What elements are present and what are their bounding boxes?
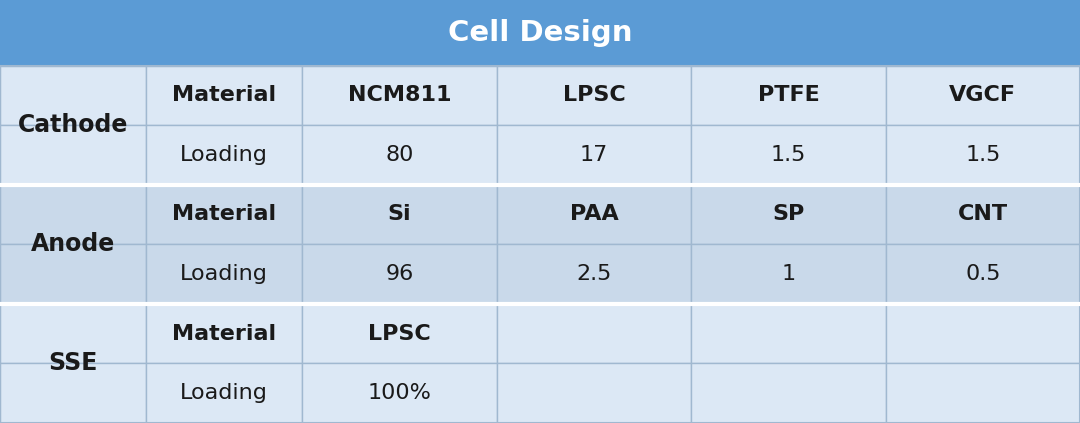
Text: VGCF: VGCF [949, 85, 1016, 105]
Text: 1.5: 1.5 [771, 145, 806, 165]
Bar [886, 66, 1080, 125]
Bar [497, 66, 691, 125]
Bar [0, 0, 1080, 66]
Text: PAA: PAA [569, 204, 619, 225]
Bar [497, 185, 691, 244]
Bar [0, 66, 146, 125]
Text: Loading: Loading [180, 145, 268, 165]
Text: Material: Material [172, 204, 276, 225]
Text: 100%: 100% [367, 383, 432, 403]
Text: Loading: Loading [180, 264, 268, 284]
Bar [886, 363, 1080, 423]
Text: 80: 80 [386, 145, 414, 165]
Bar [886, 125, 1080, 185]
Bar [302, 185, 497, 244]
Text: 1: 1 [781, 264, 796, 284]
Text: LPSC: LPSC [563, 85, 625, 105]
Text: CNT: CNT [958, 204, 1008, 225]
Bar [0, 304, 146, 363]
Bar [0, 244, 146, 304]
Bar [497, 125, 691, 185]
Bar [886, 185, 1080, 244]
Text: SP: SP [772, 204, 805, 225]
Text: 96: 96 [386, 264, 414, 284]
Text: 1.5: 1.5 [966, 145, 1000, 165]
Bar [146, 66, 302, 125]
Bar [302, 363, 497, 423]
Text: 2.5: 2.5 [577, 264, 611, 284]
Bar [146, 363, 302, 423]
Text: 0.5: 0.5 [966, 264, 1000, 284]
Bar [691, 244, 886, 304]
Bar [886, 244, 1080, 304]
Text: LPSC: LPSC [368, 324, 431, 343]
Bar [0, 66, 1080, 423]
Text: 17: 17 [580, 145, 608, 165]
Bar [302, 304, 497, 363]
Bar [886, 304, 1080, 363]
Bar [146, 125, 302, 185]
Text: Anode: Anode [30, 232, 116, 256]
Text: Cell Design: Cell Design [448, 19, 632, 47]
Bar [691, 363, 886, 423]
Bar [0, 125, 146, 185]
Bar [146, 185, 302, 244]
Bar [146, 304, 302, 363]
Bar [497, 244, 691, 304]
Bar [302, 66, 497, 125]
Text: Material: Material [172, 324, 276, 343]
Text: PTFE: PTFE [757, 85, 820, 105]
Bar [497, 363, 691, 423]
Bar [691, 304, 886, 363]
Bar [0, 185, 146, 244]
Bar [497, 304, 691, 363]
Text: Material: Material [172, 85, 276, 105]
Bar [146, 244, 302, 304]
Bar [302, 125, 497, 185]
Text: Loading: Loading [180, 383, 268, 403]
Bar [691, 125, 886, 185]
Text: SSE: SSE [49, 352, 97, 376]
Bar [302, 244, 497, 304]
Bar [0, 363, 146, 423]
Bar [691, 66, 886, 125]
Bar [691, 185, 886, 244]
Text: Si: Si [388, 204, 411, 225]
Text: NCM811: NCM811 [348, 85, 451, 105]
Text: Cathode: Cathode [17, 113, 129, 137]
